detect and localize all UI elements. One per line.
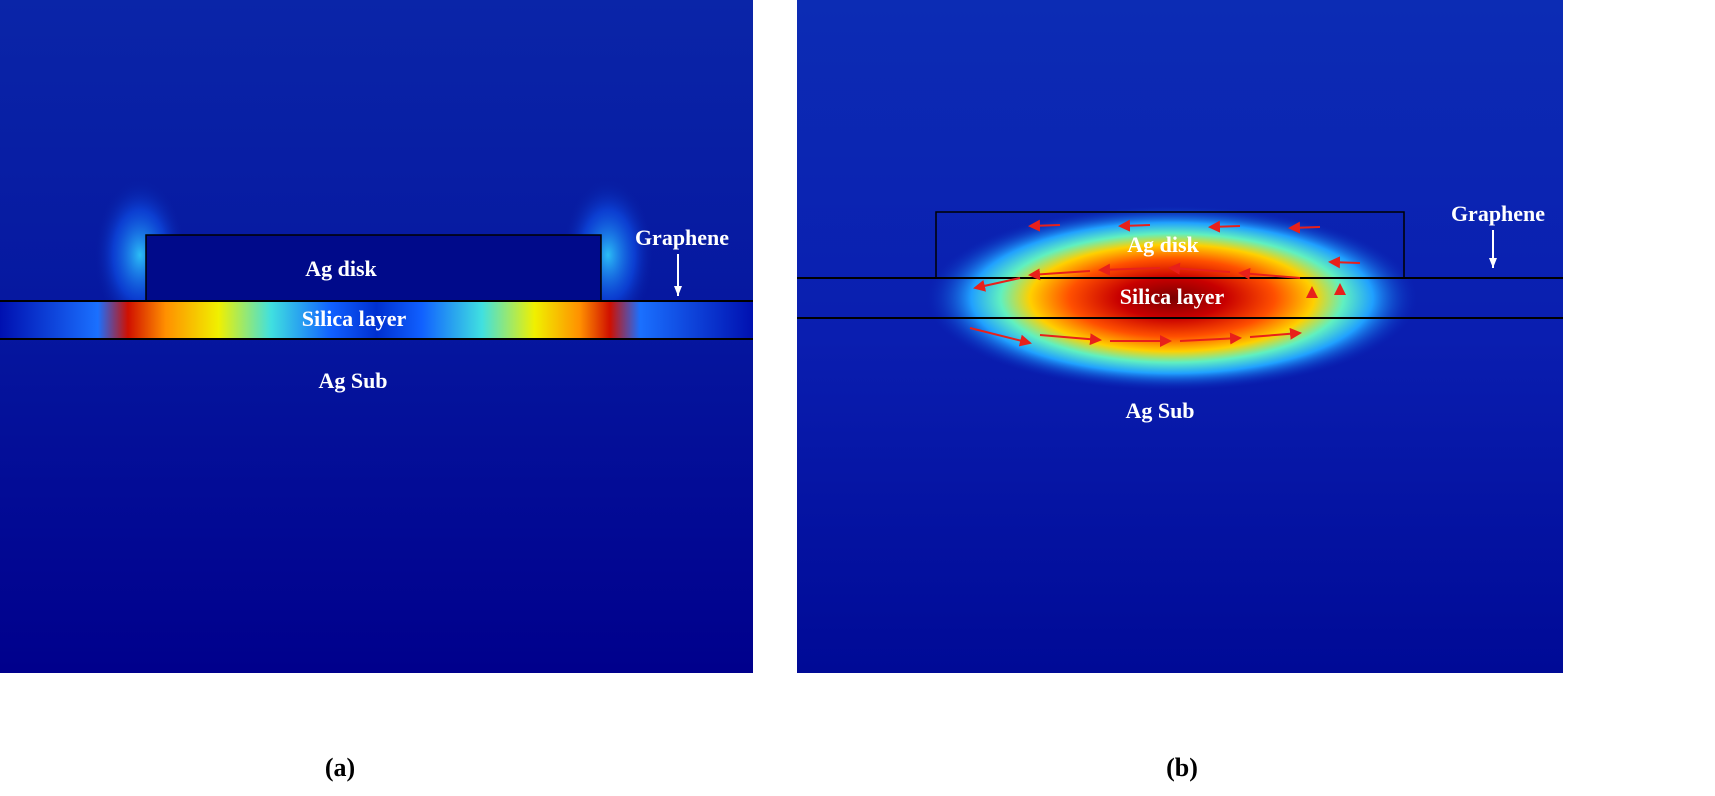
graphene-label: Graphene: [1451, 201, 1545, 226]
arrow-icon: [1179, 332, 1242, 345]
caption-a: (a): [325, 753, 355, 782]
arrow-icon: [1328, 256, 1361, 269]
silica-layer-field: [0, 301, 753, 339]
ag-disk-label: Ag disk: [305, 256, 377, 281]
arrow-icon: [1028, 219, 1061, 232]
caption-b: (b): [1166, 753, 1198, 782]
ag-disk-label: Ag disk: [1127, 232, 1199, 257]
arrow-icon: [1238, 267, 1301, 280]
arrow-icon: [1168, 262, 1231, 275]
silica-layer-label: Silica layer: [1120, 284, 1225, 309]
arrow-icon: [1039, 333, 1102, 346]
arrow-icon: [1288, 221, 1321, 234]
panel-a: Ag disk Silica layer Ag Sub Graphene (a): [0, 0, 753, 782]
field-mode: [927, 206, 1417, 390]
arrow-icon: [1249, 327, 1302, 340]
arrow-icon: [1208, 220, 1241, 233]
ag-sub-label: Ag Sub: [1125, 398, 1194, 423]
panel-b: Ag disk Silica layer Ag Sub Graphene (b): [797, 0, 1563, 782]
arrow-icon: [969, 327, 1032, 347]
graphene-label: Graphene: [635, 225, 729, 250]
arrow-icon: [973, 277, 1021, 292]
arrow-icon: [1118, 219, 1151, 232]
arrow-icon: [1028, 268, 1091, 281]
ag-sub-label: Ag Sub: [318, 368, 387, 393]
silica-layer-label: Silica layer: [302, 306, 407, 331]
arrow-icon: [1098, 263, 1161, 276]
current-arrows: [969, 219, 1361, 347]
